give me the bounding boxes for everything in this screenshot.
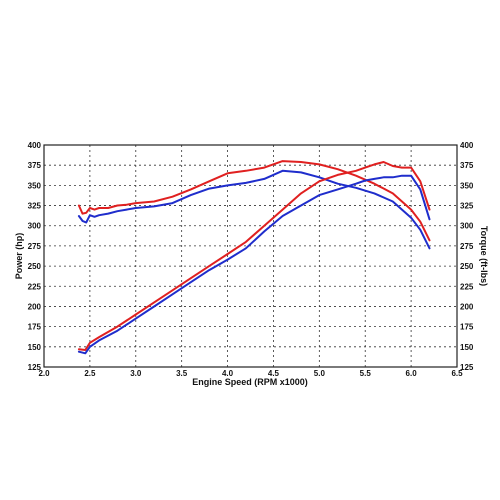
x-tick-label: 6.5 <box>451 369 463 378</box>
x-tick-label: 2.5 <box>84 369 96 378</box>
y-left-tick-label: 375 <box>28 161 42 170</box>
red-power-line <box>77 161 431 351</box>
y-right-tick-label: 175 <box>460 323 474 332</box>
y-axis-right-title: Torque (ft-lbs) <box>479 226 489 286</box>
y-right-tick-label: 125 <box>460 363 474 372</box>
y-right-tick-label: 150 <box>460 343 474 352</box>
y-right-tick-label: 200 <box>460 302 474 311</box>
y-right-tick-label: 350 <box>460 181 474 190</box>
x-tick-label: 5.5 <box>360 369 372 378</box>
x-tick-label: 4.0 <box>222 369 234 378</box>
series-layer <box>77 160 431 355</box>
y-left-tick-label: 275 <box>28 242 42 251</box>
y-left-tick-label: 225 <box>28 282 42 291</box>
y-right-tick-label: 400 <box>460 141 474 150</box>
y-left-tick-label: 325 <box>28 202 42 211</box>
y-left-tick-label: 350 <box>28 181 42 190</box>
x-tick-label: 4.5 <box>268 369 280 378</box>
y-axis-left-title: Power (hp) <box>14 233 24 280</box>
y-left-tick-label: 400 <box>28 141 42 150</box>
blue-torque-line <box>77 169 431 250</box>
x-tick-label: 3.0 <box>130 369 142 378</box>
y-right-tick-label: 225 <box>460 282 474 291</box>
y-axis-left-ticks: 125 150 175 200 225 250 275 300 325 350 375 400 <box>28 141 42 372</box>
x-axis-title: Engine Speed (RPM x1000) <box>192 377 308 387</box>
y-left-tick-label: 300 <box>28 222 42 231</box>
y-left-tick-label: 250 <box>28 262 42 271</box>
x-tick-label: 2.0 <box>38 369 50 378</box>
plot-area-border <box>43 144 458 368</box>
y-right-tick-label: 275 <box>460 242 474 251</box>
x-tick-label: 3.5 <box>176 369 188 378</box>
blue-power-line <box>77 174 431 355</box>
y-right-tick-label: 250 <box>460 262 474 271</box>
y-axis-right-ticks: 125 150 175 200 225 250 275 300 325 350 375 400 <box>460 141 474 372</box>
y-right-tick-label: 300 <box>460 222 474 231</box>
x-tick-label: 6.0 <box>406 369 418 378</box>
y-right-tick-label: 375 <box>460 161 474 170</box>
x-tick-label: 5.0 <box>314 369 326 378</box>
y-left-tick-label: 175 <box>28 323 42 332</box>
y-right-tick-label: 325 <box>460 202 474 211</box>
red-torque-line <box>77 160 431 242</box>
y-left-tick-label: 150 <box>28 343 42 352</box>
y-left-tick-label: 200 <box>28 302 42 311</box>
y-left-tick-label: 125 <box>28 363 42 372</box>
x-axis-ticks: 2.0 2.5 3.0 3.5 4.0 4.5 5.0 5.5 6.0 6.5 <box>38 369 463 378</box>
